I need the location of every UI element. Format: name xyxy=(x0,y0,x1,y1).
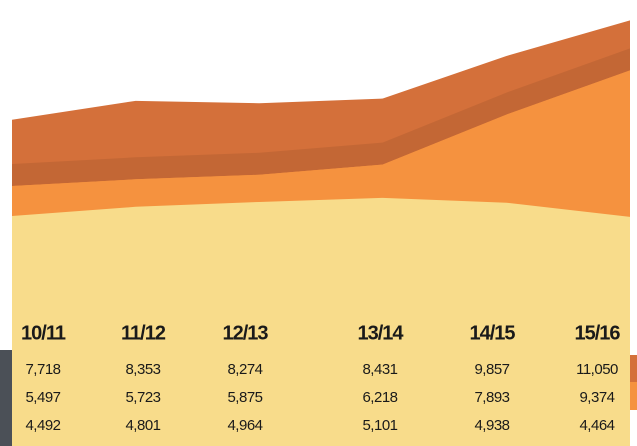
value-cell: 5,101 xyxy=(362,417,397,434)
edge-shadow xyxy=(12,48,630,187)
value-cell: 5,875 xyxy=(227,389,262,406)
column-header: 12/13 xyxy=(222,322,268,344)
value-cell: 11,050 xyxy=(576,361,618,378)
area-front xyxy=(12,197,630,446)
value-cell: 5,497 xyxy=(25,389,60,406)
value-cell: 7,718 xyxy=(25,361,60,378)
value-cell: 9,374 xyxy=(579,389,614,406)
value-cell: 4,964 xyxy=(227,417,262,434)
column-header: 15/16 xyxy=(574,322,620,344)
value-cell: 4,801 xyxy=(125,417,160,434)
value-cell: 8,274 xyxy=(227,361,262,378)
value-cell: 5,723 xyxy=(125,389,160,406)
column-header: 10/11 xyxy=(21,322,66,344)
value-cell: 6,218 xyxy=(362,389,397,406)
column-header: 11/12 xyxy=(121,322,166,344)
column-header: 14/15 xyxy=(469,322,515,344)
value-cell: 4,938 xyxy=(474,417,509,434)
value-cell: 8,353 xyxy=(125,361,160,378)
value-cell: 4,492 xyxy=(25,417,60,434)
value-cell: 7,893 xyxy=(474,389,509,406)
right-strip-bottom xyxy=(630,382,637,410)
column-header: 13/14 xyxy=(357,322,404,344)
value-cell: 9,857 xyxy=(474,361,509,378)
value-cell: 4,464 xyxy=(579,417,614,434)
right-strip-top xyxy=(630,355,637,382)
value-cell: 8,431 xyxy=(362,361,397,378)
left-strip xyxy=(0,350,12,446)
